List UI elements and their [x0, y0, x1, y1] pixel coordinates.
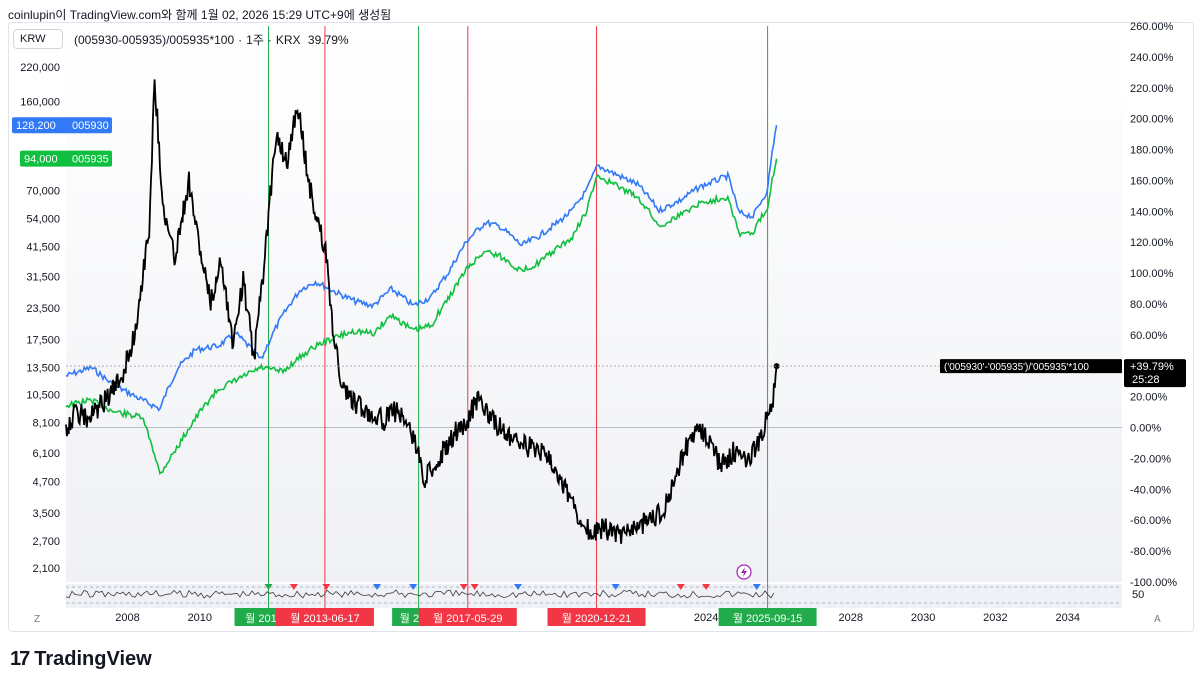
badge-005930: [12, 117, 112, 134]
oscillator-level-label: 50: [1132, 589, 1144, 601]
right-axis-tick-label: 180.00%: [1130, 145, 1174, 157]
signal-triangle: [611, 584, 620, 590]
countdown-text: 25:28: [1132, 374, 1160, 386]
signal-triangle: [514, 584, 523, 590]
left-axis-tick-label: 220,000: [20, 62, 60, 74]
current-value-text: +39.79%: [1130, 361, 1174, 373]
right-axis-tick-label: 220.00%: [1130, 83, 1174, 95]
right-axis-tick-label: -60.00%: [1130, 515, 1171, 527]
x-axis-tick-label: 2010: [188, 612, 212, 624]
left-axis-tick-label: 4,700: [32, 476, 60, 488]
legend-exchange: KRX: [275, 33, 301, 47]
generated-by-text: coinlupin이 TradingView.com와 함께 1월 02, 20…: [8, 8, 392, 22]
auto-scale-a-button[interactable]: A: [1154, 614, 1161, 625]
left-axis-tick-label: 160,000: [20, 96, 60, 108]
left-axis-tick-label: 54,000: [26, 213, 60, 225]
x-axis-tick-label: 2030: [911, 612, 935, 624]
x-axis-tick-label: 2028: [839, 612, 863, 624]
signal-triangle: [289, 584, 298, 590]
tradingview-brand: 17 TradingView: [10, 648, 152, 671]
left-axis-tick-label: 70,000: [26, 185, 60, 197]
right-axis-tick-label: 140.00%: [1130, 206, 1174, 218]
current-title-box: [940, 359, 1122, 374]
right-axis-tick-label: 0.00%: [1130, 423, 1161, 435]
marker-date-text: 월 2017-05-29: [433, 612, 502, 625]
badge-005935-text: 94,000: [24, 154, 58, 166]
series-005935-line: [65, 158, 778, 475]
right-axis-tick-label: 80.00%: [1130, 299, 1168, 311]
brand-name: TradingView: [34, 648, 152, 670]
spread-last-point: [773, 363, 780, 370]
signal-triangle: [373, 584, 382, 590]
left-axis-tick-label: 6,100: [32, 448, 60, 460]
right-axis-tick-label: 260.00%: [1130, 21, 1174, 33]
left-axis-tick-label: 23,500: [26, 303, 60, 315]
auto-scale-z-button[interactable]: Z: [34, 614, 41, 625]
current-title-text: ('005930'-'005935')/'005935'*100: [944, 362, 1089, 373]
signal-triangle: [676, 584, 685, 590]
spread-series-line: [65, 79, 778, 544]
right-axis-tick-label: 200.00%: [1130, 114, 1174, 126]
right-axis-tick-label: 100.00%: [1130, 268, 1174, 280]
current-value-box: [1124, 359, 1186, 388]
right-axis-tick-label: 160.00%: [1130, 175, 1174, 187]
marker-date-badge: [275, 608, 374, 626]
signal-triangle: [409, 584, 418, 590]
legend-value: 39.79%: [307, 33, 349, 47]
badge-005930-name: 005930: [72, 120, 109, 132]
right-axis-tick-label: 60.00%: [1130, 330, 1168, 342]
left-axis-tick-label: 10,500: [26, 390, 60, 402]
marker-date-badge: [718, 608, 817, 626]
left-axis-tick-label: 3,500: [32, 508, 60, 520]
right-axis-tick-label: -40.00%: [1130, 484, 1171, 496]
signal-triangle: [322, 584, 331, 590]
legend-interval: 1주: [246, 33, 264, 47]
x-axis-tick-label: 2008: [115, 612, 139, 624]
series-005930-line: [66, 125, 778, 412]
currency-selector[interactable]: KRW: [13, 29, 63, 49]
alert-lightning-glyph: [741, 567, 747, 577]
tradingview-logo-icon: 17: [10, 648, 30, 670]
signal-triangle: [470, 584, 479, 590]
badge-005935-name: 005935: [72, 154, 109, 166]
x-axis-tick-label: 2024: [694, 612, 718, 624]
right-axis-tick-label: -100.00%: [1130, 577, 1177, 589]
signal-triangle: [702, 584, 711, 590]
signal-triangle: [752, 584, 761, 590]
left-axis-tick-label: 2,700: [32, 536, 60, 548]
right-axis-tick-label: -20.00%: [1130, 453, 1171, 465]
chart-frame: [8, 22, 1194, 632]
marker-date-text: 월 2013-06-17: [290, 612, 359, 625]
right-axis-tick-label: -80.00%: [1130, 546, 1171, 558]
left-axis-tick-label: 8,100: [32, 418, 60, 430]
right-axis-tick-label: 240.00%: [1130, 52, 1174, 64]
marker-date-badge: [418, 608, 517, 626]
marker-date-text: 월 2020-12-21: [562, 612, 631, 625]
right-axis-tick-label: 20.00%: [1130, 392, 1168, 404]
left-axis-tick-label: 31,500: [26, 271, 60, 283]
signal-triangle: [264, 584, 273, 590]
left-axis-tick-label: 17,500: [26, 335, 60, 347]
main-pane-bg: [66, 26, 1122, 582]
badge-005930-text: 128,200: [16, 120, 56, 132]
oscillator-line: [65, 589, 775, 599]
marker-date-badge: [547, 608, 646, 626]
signal-triangle: [459, 584, 468, 590]
chart-legend: (005930-005935)/005935*100 · 1주 · KRX 39.79%: [74, 33, 349, 47]
x-axis-tick-label: 2032: [983, 612, 1007, 624]
legend-symbol[interactable]: (005930-005935)/005935*100: [74, 33, 235, 47]
oscillator-pane-bg: [66, 584, 1122, 608]
x-axis-tick-label: 2034: [1056, 612, 1080, 624]
left-axis-tick-label: 2,100: [32, 563, 60, 575]
marker-date-text: 월 2025-09-15: [733, 612, 802, 625]
badge-005935: [20, 150, 112, 167]
left-axis-tick-label: 41,500: [26, 242, 60, 254]
left-axis-tick-label: 13,500: [26, 363, 60, 375]
right-axis-tick-label: 120.00%: [1130, 237, 1174, 249]
